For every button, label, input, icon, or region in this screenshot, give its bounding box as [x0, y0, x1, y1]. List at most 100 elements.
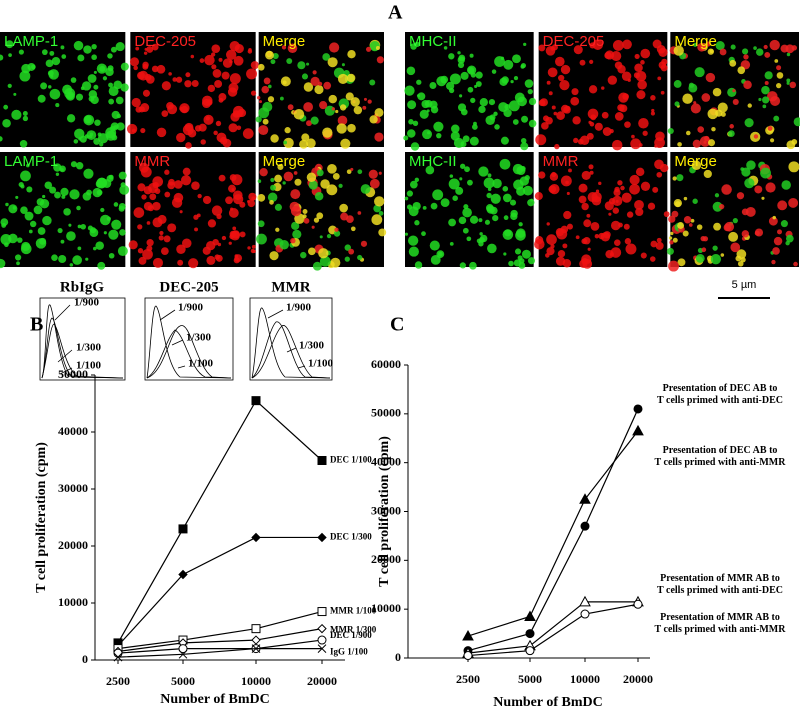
- fluorescent-spot: [231, 188, 235, 192]
- fluorescent-spot: [421, 231, 426, 237]
- fluorescent-spot: [479, 232, 483, 236]
- fluorescent-spot: [97, 133, 109, 144]
- y-tick-label: 20000: [371, 552, 401, 566]
- fluorescent-spot: [754, 185, 763, 194]
- fluorescent-spot: [306, 138, 316, 149]
- fluorescent-spot: [406, 66, 416, 76]
- fluorescent-spot: [202, 195, 212, 205]
- fluorescent-spot: [744, 178, 755, 189]
- series-line: [467, 603, 639, 657]
- fluorescent-spot: [182, 124, 194, 136]
- fluorescent-spot: [692, 139, 701, 148]
- fluorescent-spot: [184, 80, 192, 88]
- fluorescent-spot: [247, 199, 256, 208]
- fluorescent-spot: [614, 239, 621, 246]
- fluorescent-spot: [730, 242, 741, 253]
- fluorescent-spot: [258, 100, 262, 104]
- fluorescent-spot: [786, 78, 791, 83]
- fluorescent-spot: [293, 109, 305, 120]
- fluorescent-spot: [696, 224, 703, 230]
- fluorescent-spot: [598, 232, 605, 240]
- fluorescent-spot: [360, 184, 371, 194]
- fluorescent-spot: [69, 189, 80, 200]
- micrograph: MMR: [534, 152, 670, 269]
- fluorescent-spot: [451, 124, 460, 133]
- y-tick-label: 50000: [371, 406, 401, 420]
- fluorescent-spot: [378, 228, 387, 237]
- fluorescent-spot: [86, 130, 97, 140]
- fluorescent-spot: [45, 59, 54, 68]
- fluorescent-spot: [332, 172, 340, 180]
- fluorescent-spot: [563, 210, 572, 220]
- series-line: [117, 639, 323, 654]
- fluorescent-spot: [20, 206, 28, 214]
- fluorescent-spot: [149, 193, 157, 201]
- fluorescent-spot: [520, 137, 527, 144]
- fluorescent-spot: [520, 165, 526, 172]
- fluorescent-spot: [530, 198, 534, 202]
- fluorescent-spot: [587, 247, 591, 251]
- fluorescent-spot: [218, 57, 223, 62]
- y-tick-label: 10000: [58, 595, 88, 609]
- marker: [579, 493, 591, 504]
- fluorescent-spot: [126, 123, 138, 135]
- fluorescent-spot: [49, 186, 57, 194]
- micrograph-bg: [538, 152, 668, 267]
- fluorescent-spot: [221, 71, 230, 80]
- fluorescent-spot: [761, 196, 765, 200]
- fluorescent-spot: [668, 260, 680, 272]
- fluorescent-spot: [88, 90, 98, 99]
- fluorescent-spot: [538, 171, 546, 179]
- fluorescent-spot: [487, 187, 492, 192]
- fluorescent-spot: [368, 169, 378, 179]
- fluorescent-spot: [133, 65, 138, 71]
- fluorescent-spot: [311, 225, 315, 229]
- fluorescent-spot: [538, 44, 546, 52]
- fluorescent-spot: [226, 49, 237, 60]
- fluorescent-spot: [703, 140, 707, 144]
- fluorescent-spot: [70, 77, 77, 83]
- fluorescent-spot: [156, 127, 167, 138]
- fluorescent-spot: [743, 80, 752, 90]
- fluorescent-spot: [303, 82, 314, 92]
- marker: [251, 624, 261, 634]
- fluorescent-spot: [231, 174, 243, 186]
- fluorescent-spot: [410, 43, 417, 50]
- fluorescent-spot: [690, 218, 695, 223]
- micrograph: DEC-205: [126, 32, 259, 149]
- fluorescent-spot: [49, 88, 61, 100]
- fluorescent-spot: [513, 75, 519, 81]
- fluorescent-spot: [357, 211, 362, 215]
- fluorescent-spot: [602, 127, 612, 136]
- fluorescent-spot: [610, 220, 621, 231]
- fluorescent-spot: [588, 164, 594, 170]
- fluorescent-spot: [683, 216, 692, 224]
- fluorescent-spot: [793, 261, 798, 267]
- fluorescent-spot: [316, 212, 324, 220]
- fluorescent-spot: [724, 221, 735, 232]
- fluorescent-spot: [464, 166, 470, 173]
- fluorescent-spot: [555, 256, 566, 266]
- fluorescent-spot: [42, 215, 52, 226]
- fluorescent-spot: [19, 70, 31, 82]
- micrograph: Merge: [256, 152, 387, 271]
- fluorescent-spot: [95, 241, 104, 250]
- fluorescent-spot: [12, 206, 17, 210]
- fluorescent-spot: [579, 135, 590, 146]
- fluorescent-spot: [161, 81, 171, 91]
- fluorescent-spot: [97, 261, 106, 270]
- fluorescent-spot: [579, 59, 586, 66]
- fluorescent-spot: [546, 222, 550, 226]
- fluorescent-spot: [744, 118, 754, 128]
- fluorescent-spot: [247, 246, 251, 250]
- fluorescent-spot: [204, 54, 215, 66]
- fluorescent-spot: [462, 207, 472, 218]
- panel-label: C: [390, 314, 404, 336]
- fluorescent-spot: [572, 116, 581, 125]
- fluorescent-spot: [5, 202, 9, 207]
- fluorescent-spot: [404, 196, 409, 201]
- fluorescent-spot: [404, 232, 408, 236]
- marker: [113, 652, 123, 662]
- fluorescent-spot: [111, 219, 122, 230]
- fluorescent-spot: [378, 211, 384, 216]
